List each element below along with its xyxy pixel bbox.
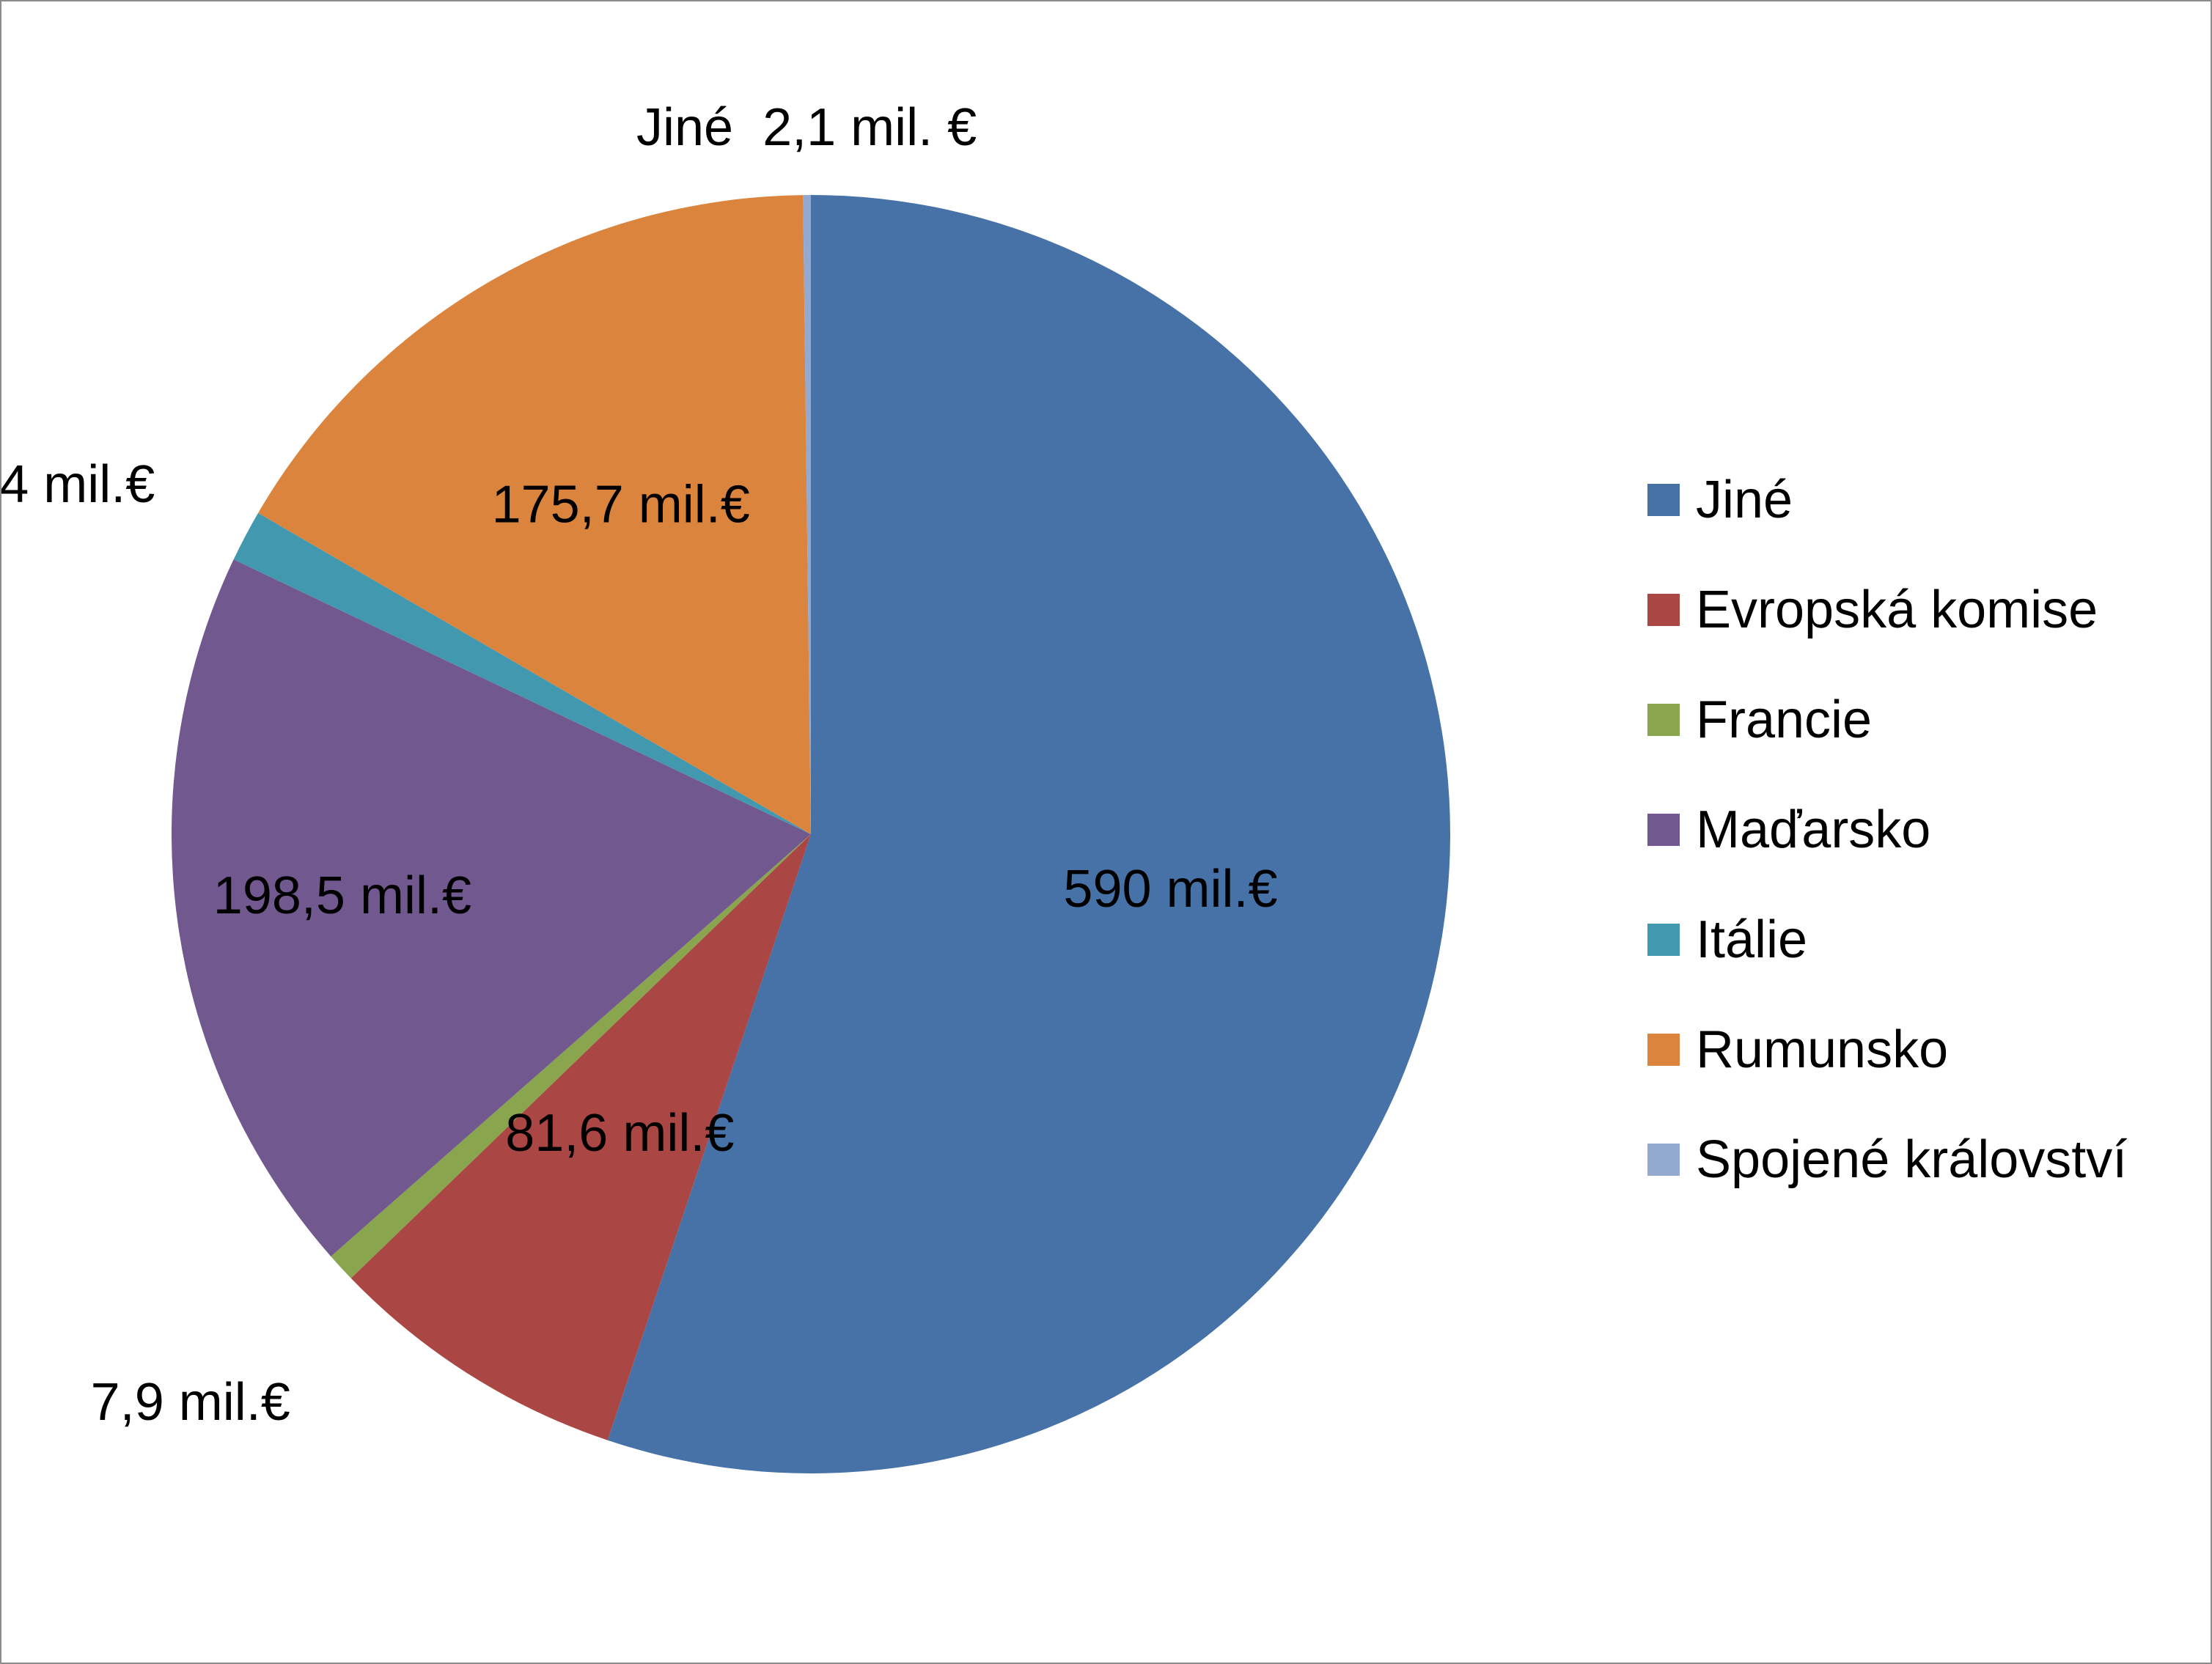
legend-item: Evropská komise (1647, 573, 2098, 647)
pie-slice-5 (233, 512, 811, 834)
legend-label: Evropská komise (1696, 581, 2098, 639)
legend-item: Francie (1647, 683, 1872, 756)
legend-swatch (1647, 594, 1680, 626)
legend-swatch (1647, 1144, 1680, 1176)
legend-item: Spojené království (1647, 1123, 2127, 1196)
pie-slice-2 (350, 834, 812, 1440)
legend-item: Maďarsko (1647, 793, 1930, 866)
data-label-6: 175,7 mil.€ (492, 476, 750, 534)
data-label-1: 590 mil.€ (1063, 860, 1277, 918)
legend-swatch (1647, 704, 1680, 736)
data-label-2: 81,6 mil.€ (505, 1104, 734, 1163)
pie-slice-6 (258, 195, 811, 834)
legend-swatch (1647, 484, 1680, 516)
legend-label: Jiné (1696, 471, 1793, 529)
pie-slice-3 (331, 834, 811, 1278)
data-label-4: 198,5 mil.€ (213, 866, 471, 925)
pie-slice-4 (171, 559, 812, 1256)
legend-label: Rumunsko (1696, 1020, 1949, 1079)
legend-swatch (1647, 924, 1680, 956)
data-labels: 590 mil.€ 81,6 mil.€ 7,9 mil.€ 198,5 mil.€ 1… (1, 98, 1278, 1432)
legend-swatch (1647, 814, 1680, 846)
legend-label: Maďarsko (1696, 800, 1931, 859)
legend-label: Itálie (1696, 910, 1808, 969)
legend-label: Francie (1696, 691, 1873, 749)
data-label-7: Jiné 2,1 mil. € (636, 98, 977, 157)
legend-item: Rumunsko (1647, 1013, 1948, 1086)
legend-item: Jiné (1647, 463, 1793, 537)
pie-slice-1 (607, 195, 1450, 1474)
pie-slices (171, 195, 1450, 1474)
data-label-3: 7,9 mil.€ (91, 1373, 290, 1432)
legend-item: Itálie (1647, 903, 1807, 976)
data-label-5: 14 mil.€ (1, 455, 155, 514)
legend-swatch (1647, 1034, 1680, 1066)
legend-label: Spojené království (1696, 1130, 2128, 1189)
pie-slice-7 (803, 195, 811, 834)
